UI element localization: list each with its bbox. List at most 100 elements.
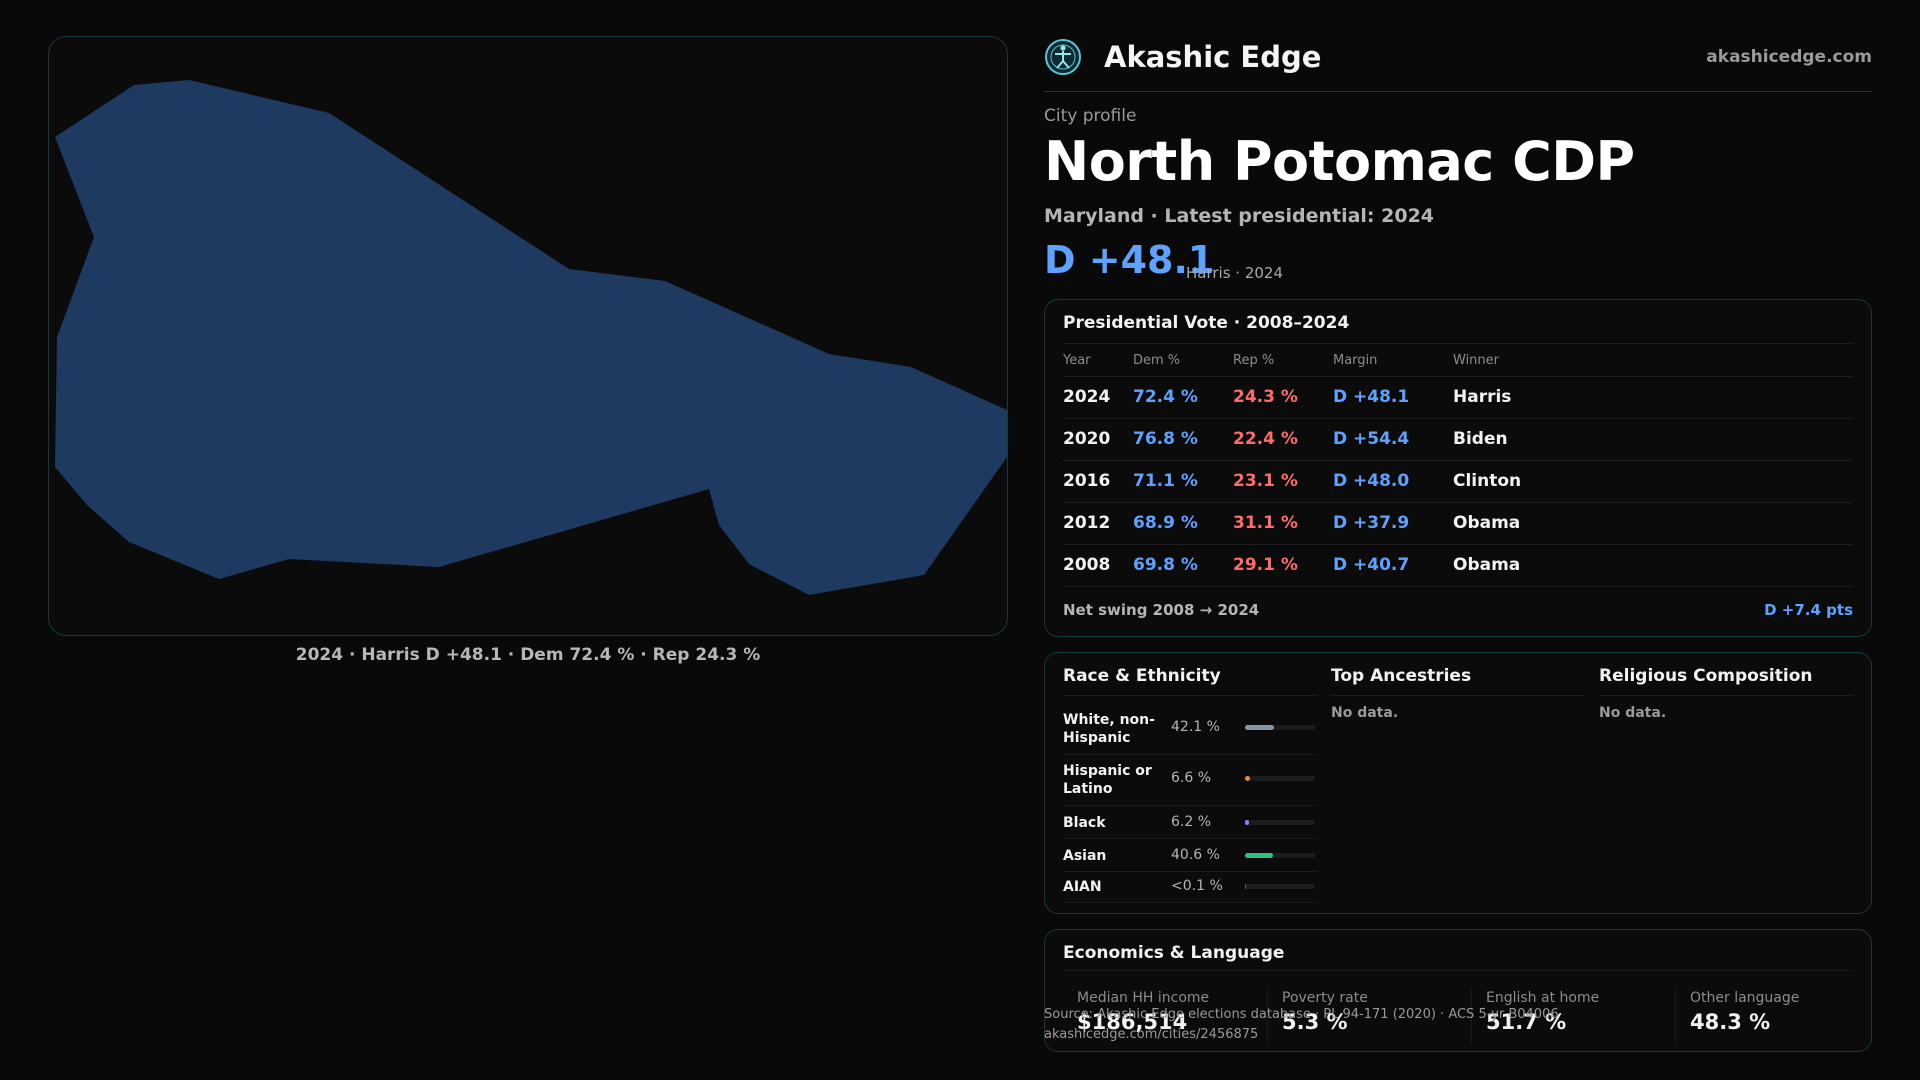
economics-title: Economics & Language <box>1063 943 1285 963</box>
dem-cell: 72.4 % <box>1133 376 1233 419</box>
dem-cell: 71.1 % <box>1133 460 1233 503</box>
race-row: Black 6.2 % <box>1063 807 1317 839</box>
year-cell: 2016 <box>1063 460 1133 503</box>
source-note: Source: Akashic Edge elections database … <box>1044 1007 1559 1022</box>
ancestries-section: Top Ancestries No data. <box>1331 653 1585 913</box>
race-label: Asian <box>1063 848 1107 864</box>
latest-margin: D +48.1 <box>1044 238 1215 282</box>
margin-cell: D +37.9 <box>1333 502 1453 545</box>
race-ethnicity-section: Race & Ethnicity White, non-Hispanic 42.… <box>1063 653 1317 913</box>
net-swing-value: D +7.4 pts <box>1764 601 1853 619</box>
profile-subtitle: Maryland · Latest presidential: 2024 <box>1044 205 1435 227</box>
dem-cell: 69.8 % <box>1133 544 1233 587</box>
brand-name[interactable]: Akashic Edge <box>1104 40 1322 74</box>
margin-cell: D +54.4 <box>1333 418 1453 461</box>
ancestries-title: Top Ancestries <box>1331 666 1472 686</box>
race-label: Hispanic or Latino <box>1063 763 1152 797</box>
col-margin-header: Margin <box>1333 346 1453 377</box>
race-bar-track <box>1245 725 1315 730</box>
rep-cell: 29.1 % <box>1233 544 1333 587</box>
year-cell: 2008 <box>1063 544 1133 587</box>
map-caption: 2024 · Harris D +48.1 · Dem 72.4 % · Rep… <box>295 645 761 665</box>
race-row: AIAN <0.1 % <box>1063 872 1317 903</box>
dem-cell: 76.8 % <box>1133 418 1233 461</box>
religion-title: Religious Composition <box>1599 666 1813 686</box>
year-cell: 2024 <box>1063 376 1133 419</box>
stat-label: Median HH income <box>1077 990 1210 1006</box>
dem-cell: 68.9 % <box>1133 502 1233 545</box>
compass-figure-icon[interactable] <box>1044 38 1082 76</box>
table-row: 2008 69.8 % 29.1 % D +40.7 Obama <box>1063 544 1853 587</box>
race-bar-track <box>1245 776 1315 781</box>
race-label: AIAN <box>1063 879 1102 895</box>
stat-label: English at home <box>1486 990 1600 1006</box>
table-row: 2012 68.9 % 31.1 % D +37.9 Obama <box>1063 502 1853 545</box>
stat-english-at-home: English at home 51.7 % <box>1471 988 1675 1044</box>
vote-card-title: Presidential Vote · 2008–2024 <box>1063 313 1350 333</box>
stat-value: 5.3 % <box>1282 1010 1348 1034</box>
vote-table-header: Year Dem % Rep % Margin Winner <box>1063 346 1853 377</box>
winner-cell: Biden <box>1453 418 1853 461</box>
col-winner-header: Winner <box>1453 346 1853 377</box>
race-label: Black <box>1063 815 1106 831</box>
race-row: Asian 40.6 % <box>1063 840 1317 872</box>
race-percent: 40.6 % <box>1171 847 1220 863</box>
winner-cell: Clinton <box>1453 460 1853 503</box>
stat-median-income: Median HH income $186,514 <box>1045 988 1263 1044</box>
race-percent: <0.1 % <box>1171 878 1223 894</box>
col-rep-header: Rep % <box>1233 346 1333 377</box>
col-year-header: Year <box>1063 346 1133 377</box>
rep-cell: 24.3 % <box>1233 376 1333 419</box>
year-cell: 2020 <box>1063 418 1133 461</box>
site-link[interactable]: akashicedge.com <box>1706 47 1872 67</box>
divider <box>1063 970 1853 971</box>
divider <box>1063 695 1317 696</box>
winner-cell: Harris <box>1453 376 1853 419</box>
demographics-card: Race & Ethnicity White, non-Hispanic 42.… <box>1044 652 1872 914</box>
religion-section: Religious Composition No data. <box>1599 653 1853 913</box>
presidential-vote-card: Presidential Vote · 2008–2024 Year Dem %… <box>1044 299 1872 637</box>
race-bar-fill <box>1245 725 1275 730</box>
margin-cell: D +40.7 <box>1333 544 1453 587</box>
race-label: White, non-Hispanic <box>1063 712 1155 746</box>
city-boundary-map <box>55 80 1007 595</box>
city-boundary-shape[interactable] <box>55 80 1007 595</box>
race-bar-track <box>1245 884 1315 889</box>
stat-label: Other language <box>1690 990 1800 1006</box>
race-bar-fill <box>1245 884 1246 889</box>
divider <box>1063 343 1853 344</box>
rep-cell: 22.4 % <box>1233 418 1333 461</box>
footer: Source: Akashic Edge elections database … <box>1044 1005 1559 1045</box>
race-bar-track <box>1245 853 1315 858</box>
race-bar-track <box>1245 820 1315 825</box>
rep-cell: 23.1 % <box>1233 460 1333 503</box>
page-url[interactable]: akashicedge.com/cities/2456875 <box>1044 1027 1259 1042</box>
divider <box>1331 695 1585 696</box>
race-section-title: Race & Ethnicity <box>1063 666 1221 686</box>
race-row: Hispanic or Latino 6.6 % <box>1063 756 1317 806</box>
stat-value: $186,514 <box>1077 1010 1188 1034</box>
race-row: White, non-Hispanic 42.1 % <box>1063 705 1317 755</box>
table-row: 2024 72.4 % 24.3 % D +48.1 Harris <box>1063 376 1853 419</box>
ancestries-empty: No data. <box>1331 705 1399 721</box>
vote-table: Year Dem % Rep % Margin Winner 2024 72.4… <box>1063 346 1853 587</box>
stat-value: 51.7 % <box>1486 1010 1567 1034</box>
table-row: 2016 71.1 % 23.1 % D +48.0 Clinton <box>1063 460 1853 503</box>
map-panel <box>48 36 1008 636</box>
stat-poverty-rate: Poverty rate 5.3 % <box>1267 988 1471 1044</box>
year-cell: 2012 <box>1063 502 1133 545</box>
race-bar-fill <box>1245 853 1274 858</box>
profile-eyebrow: City profile <box>1044 106 1137 126</box>
winner-cell: Obama <box>1453 544 1853 587</box>
latest-margin-note: Harris · 2024 <box>1186 264 1284 282</box>
stat-other-language: Other language 48.3 % <box>1675 988 1871 1044</box>
race-bar-fill <box>1245 820 1250 825</box>
race-percent: 6.6 % <box>1171 770 1212 786</box>
page-title: North Potomac CDP <box>1044 130 1635 193</box>
rep-cell: 31.1 % <box>1233 502 1333 545</box>
race-percent: 42.1 % <box>1171 719 1220 735</box>
margin-cell: D +48.1 <box>1333 376 1453 419</box>
race-bar-fill <box>1245 776 1250 781</box>
religion-empty: No data. <box>1599 705 1667 721</box>
race-percent: 6.2 % <box>1171 814 1212 830</box>
